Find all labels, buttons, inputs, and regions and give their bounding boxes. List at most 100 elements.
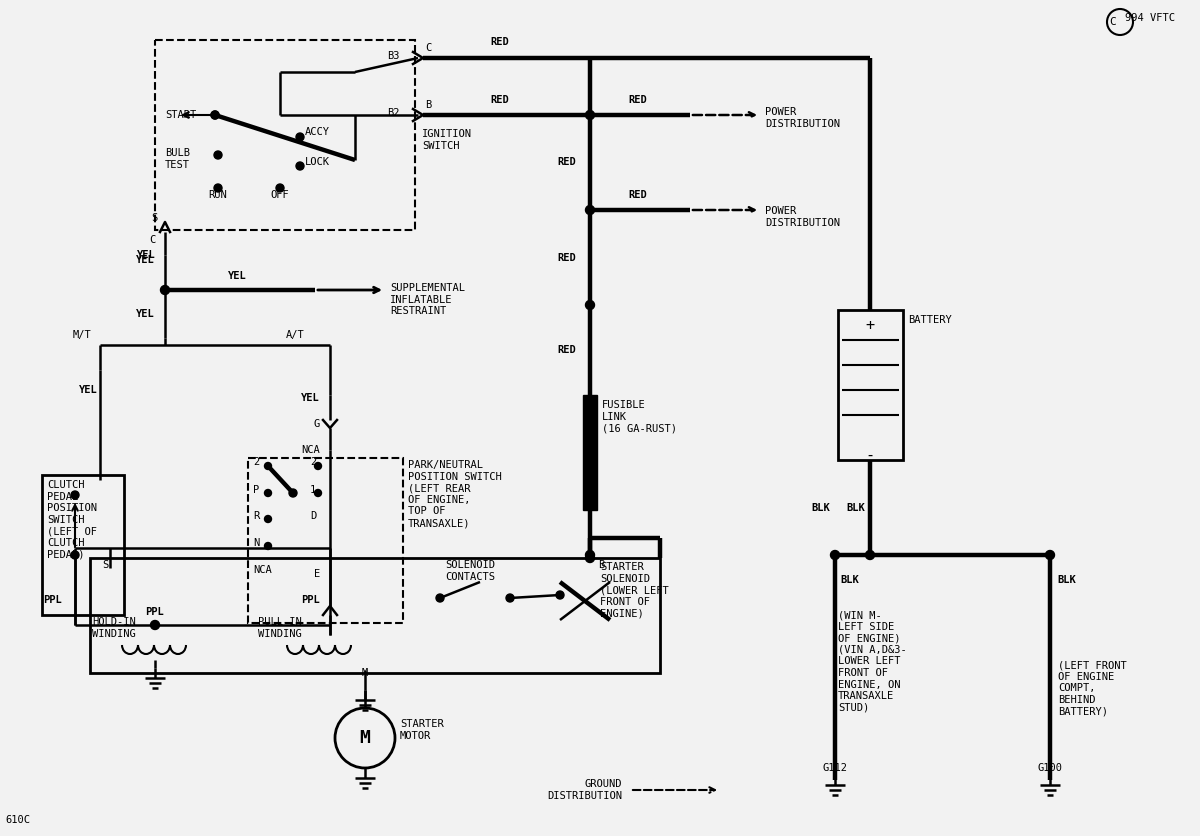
- Text: G100: G100: [1038, 763, 1062, 773]
- Text: 994 VFTC: 994 VFTC: [1126, 13, 1175, 23]
- Circle shape: [161, 286, 169, 294]
- Circle shape: [289, 489, 298, 497]
- Text: PPL: PPL: [43, 595, 62, 605]
- Text: R: R: [253, 511, 259, 521]
- Bar: [155, 40, 415, 230]
- Text: (WIN M-
LEFT SIDE
OF ENGINE)
(VIN A,D&3-
LOWER LEFT
FRONT OF
ENGINE, ON
TRANSAXL: (WIN M- LEFT SIDE OF ENGINE) (VIN A,D&3-…: [838, 610, 907, 713]
- Text: BULB
TEST: BULB TEST: [166, 148, 190, 170]
- Text: B3: B3: [388, 51, 400, 61]
- Text: PARK/NEUTRAL
POSITION SWITCH
(LEFT REAR
OF ENGINE,
TOP OF
TRANSAXLE): PARK/NEUTRAL POSITION SWITCH (LEFT REAR …: [408, 460, 502, 528]
- Text: YEL: YEL: [79, 385, 97, 395]
- Text: OFF: OFF: [271, 190, 289, 200]
- Bar: [42, 475, 124, 615]
- Circle shape: [586, 110, 594, 120]
- Circle shape: [264, 516, 271, 522]
- Text: D: D: [310, 511, 317, 521]
- Text: E: E: [313, 569, 320, 579]
- Text: RED: RED: [557, 345, 576, 355]
- Circle shape: [71, 551, 79, 559]
- Text: RED: RED: [557, 157, 576, 167]
- Text: YEL: YEL: [301, 393, 320, 403]
- Text: S: S: [102, 560, 108, 570]
- Circle shape: [150, 620, 160, 630]
- Text: -: -: [865, 448, 875, 463]
- Text: START: START: [166, 110, 197, 120]
- Text: BLK: BLK: [840, 575, 859, 585]
- Text: (LEFT FRONT
OF ENGINE
COMPT,
BEHIND
BATTERY): (LEFT FRONT OF ENGINE COMPT, BEHIND BATT…: [1058, 660, 1127, 716]
- Text: IGNITION
SWITCH: IGNITION SWITCH: [422, 130, 472, 150]
- Circle shape: [296, 133, 304, 141]
- Text: M/T: M/T: [73, 330, 91, 340]
- Text: RED: RED: [629, 190, 647, 200]
- Text: PPL: PPL: [301, 595, 320, 605]
- Circle shape: [506, 594, 514, 602]
- Text: G: G: [313, 419, 320, 429]
- Text: PPL: PPL: [145, 607, 164, 617]
- Text: N: N: [253, 538, 259, 548]
- Text: SUPPLEMENTAL
INFLATABLE
RESTRAINT: SUPPLEMENTAL INFLATABLE RESTRAINT: [390, 283, 466, 316]
- Text: YEL: YEL: [137, 309, 155, 319]
- Circle shape: [214, 151, 222, 159]
- Text: B: B: [598, 560, 605, 570]
- Text: YEL: YEL: [137, 250, 156, 260]
- Circle shape: [296, 162, 304, 170]
- Circle shape: [586, 553, 594, 563]
- Text: C: C: [425, 43, 431, 53]
- Circle shape: [586, 550, 594, 559]
- Text: B2: B2: [388, 108, 400, 118]
- Text: BLK: BLK: [1057, 575, 1075, 585]
- Text: +: +: [865, 318, 875, 333]
- Circle shape: [556, 591, 564, 599]
- Circle shape: [264, 543, 271, 549]
- Text: 610C: 610C: [5, 815, 30, 825]
- Text: RED: RED: [629, 95, 647, 105]
- Text: M: M: [360, 729, 371, 747]
- Circle shape: [214, 184, 222, 192]
- Text: RUN: RUN: [209, 190, 227, 200]
- Text: FUSIBLE
LINK
(16 GA-RUST): FUSIBLE LINK (16 GA-RUST): [602, 400, 677, 433]
- Text: POWER
DISTRIBUTION: POWER DISTRIBUTION: [766, 107, 840, 129]
- Bar: [90, 558, 660, 673]
- Text: S: S: [151, 213, 157, 223]
- Text: C: C: [1110, 17, 1116, 27]
- Text: M: M: [362, 668, 368, 678]
- Text: C: C: [150, 235, 156, 245]
- Text: B: B: [425, 100, 431, 110]
- Bar: [248, 458, 403, 623]
- Text: RED: RED: [491, 95, 509, 105]
- Text: BATTERY: BATTERY: [908, 315, 952, 325]
- Text: 1: 1: [310, 485, 317, 495]
- Text: G112: G112: [822, 763, 847, 773]
- Bar: [838, 310, 904, 460]
- Circle shape: [586, 300, 594, 309]
- Bar: [583, 395, 598, 510]
- Text: YEL: YEL: [228, 271, 246, 281]
- Text: BLK: BLK: [811, 503, 830, 513]
- Circle shape: [586, 206, 594, 215]
- Circle shape: [436, 594, 444, 602]
- Text: RED: RED: [491, 37, 509, 47]
- Text: SOLENOID
CONTACTS: SOLENOID CONTACTS: [445, 560, 496, 582]
- Text: 2: 2: [253, 457, 259, 467]
- Text: P: P: [253, 485, 259, 495]
- Text: POWER
DISTRIBUTION: POWER DISTRIBUTION: [766, 206, 840, 227]
- Text: RED: RED: [557, 253, 576, 263]
- Circle shape: [264, 462, 271, 470]
- Text: YEL: YEL: [137, 255, 155, 265]
- Circle shape: [314, 462, 322, 470]
- Text: STARTER
SOLENOID
(LOWER LEFT
FRONT OF
ENGINE): STARTER SOLENOID (LOWER LEFT FRONT OF EN…: [600, 562, 668, 619]
- Circle shape: [264, 490, 271, 497]
- Text: CLUTCH
PEDAL
POSITION
SWITCH
(LEFT OF
CLUTCH
PEDAL): CLUTCH PEDAL POSITION SWITCH (LEFT OF CL…: [47, 480, 97, 559]
- Circle shape: [211, 111, 220, 119]
- Text: NCA: NCA: [253, 565, 271, 575]
- Text: A/T: A/T: [286, 330, 305, 340]
- Text: ACCY: ACCY: [305, 127, 330, 137]
- Circle shape: [865, 550, 875, 559]
- Text: GROUND
DISTRIBUTION: GROUND DISTRIBUTION: [547, 779, 622, 801]
- Text: STARTER
MOTOR: STARTER MOTOR: [400, 719, 444, 741]
- Text: 2: 2: [310, 457, 317, 467]
- Text: NCA: NCA: [301, 445, 320, 455]
- Circle shape: [830, 550, 840, 559]
- Text: PULL-IN
WINDING: PULL-IN WINDING: [258, 617, 301, 639]
- Text: BLK: BLK: [846, 503, 865, 513]
